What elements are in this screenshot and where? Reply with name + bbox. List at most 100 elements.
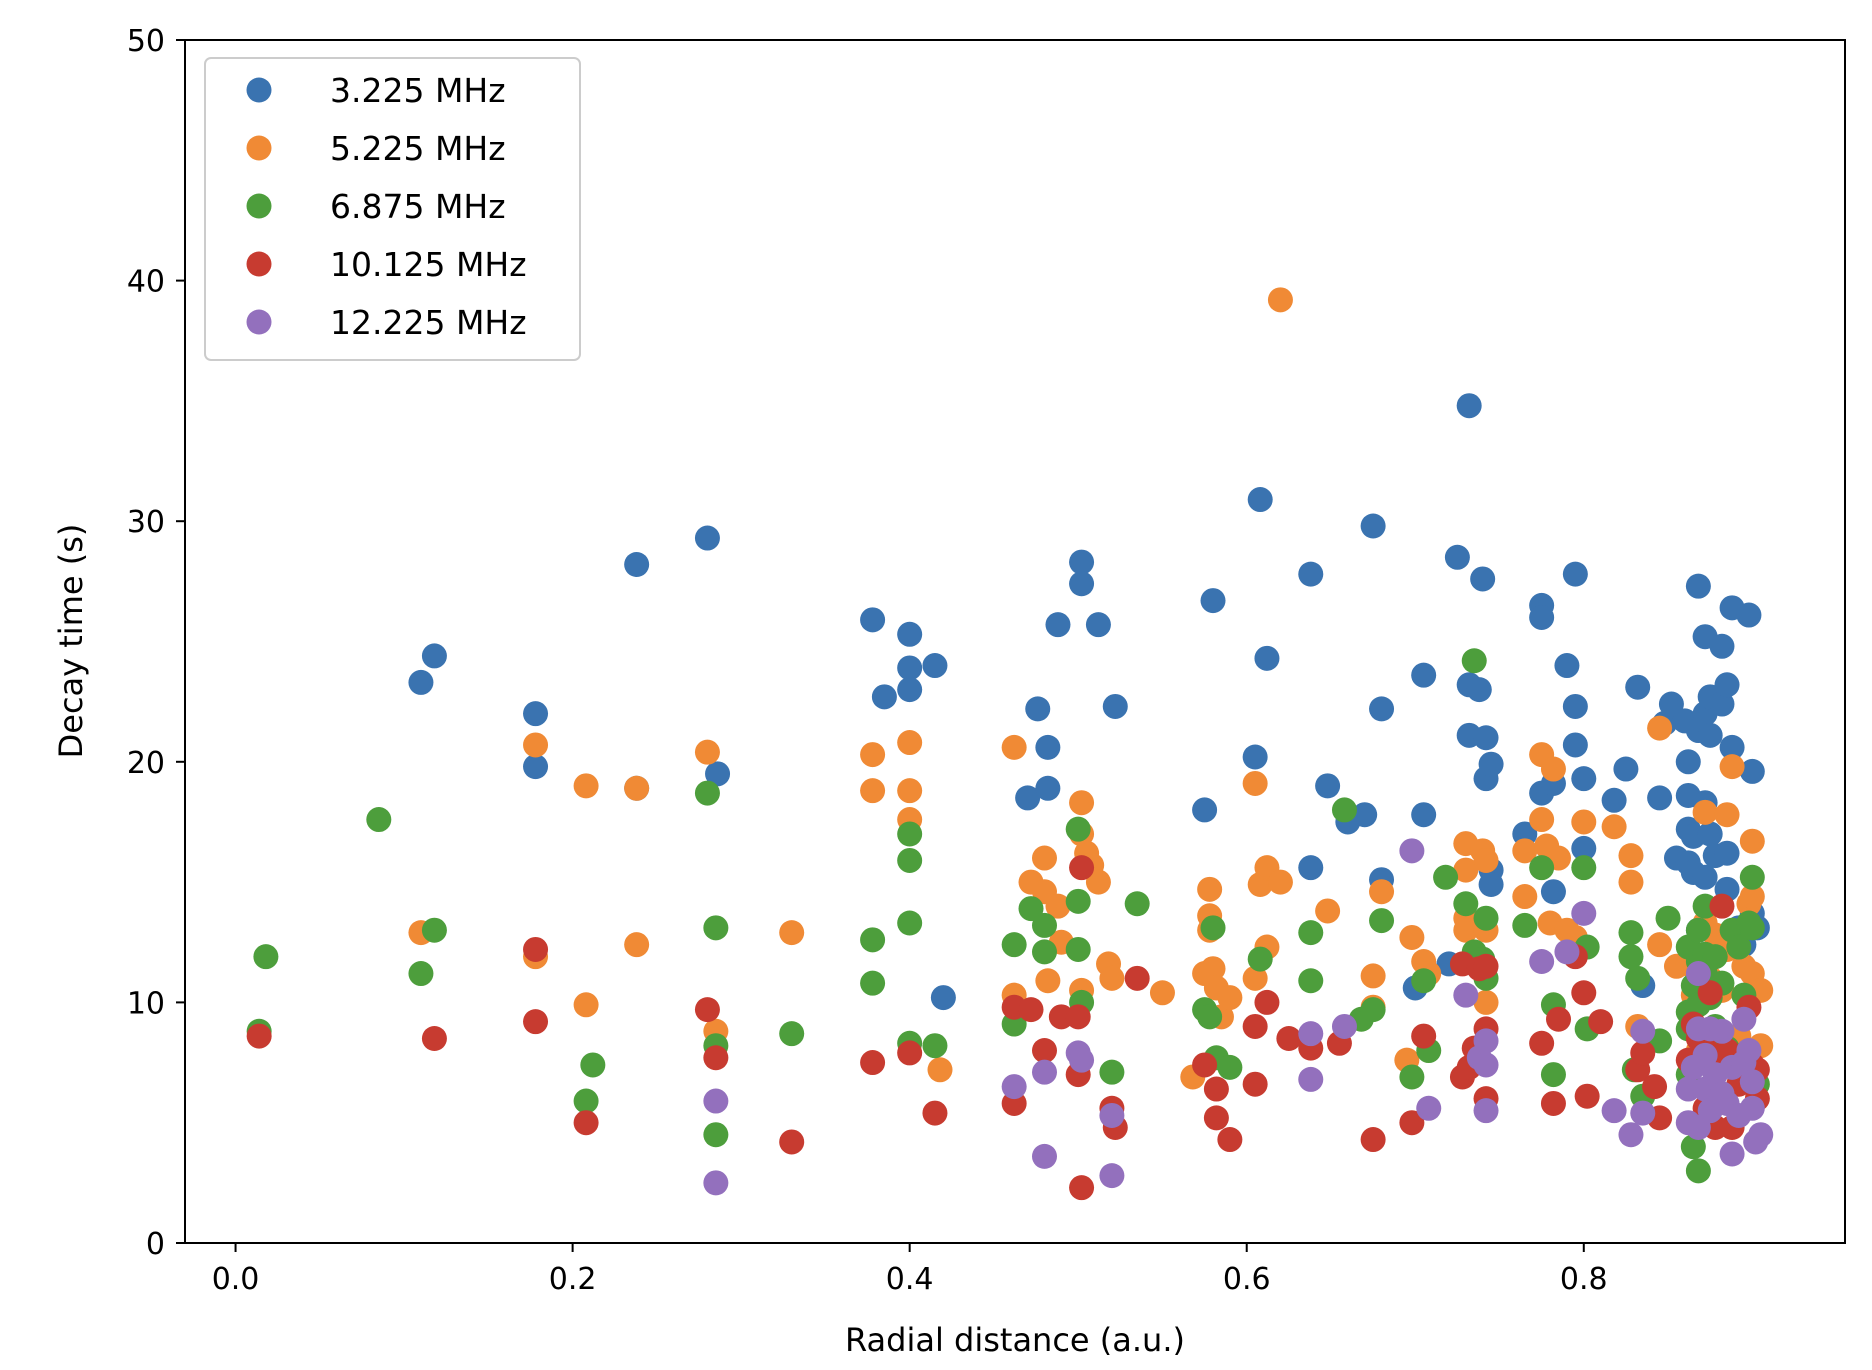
- data-point: [1267, 287, 1293, 313]
- data-point: [1470, 566, 1496, 592]
- data-point: [1709, 691, 1735, 717]
- data-point: [1416, 1095, 1442, 1121]
- data-point: [860, 1050, 886, 1076]
- legend-marker: [246, 309, 272, 335]
- data-point: [1102, 693, 1128, 719]
- data-point: [1031, 845, 1057, 871]
- data-point: [1529, 1030, 1555, 1056]
- data-point: [1540, 879, 1566, 905]
- y-axis-label: Decay time (s): [52, 524, 90, 759]
- data-point: [573, 1110, 599, 1136]
- data-point: [1411, 1023, 1437, 1049]
- data-point: [1680, 1134, 1706, 1160]
- data-point: [897, 847, 923, 873]
- legend-marker: [246, 193, 272, 219]
- data-point: [523, 754, 549, 780]
- data-point: [694, 739, 720, 765]
- data-point: [1099, 965, 1125, 991]
- data-point: [1473, 989, 1499, 1015]
- data-point: [1571, 809, 1597, 835]
- data-point: [779, 1021, 805, 1047]
- series-4: [703, 838, 1774, 1196]
- data-point: [1529, 948, 1555, 974]
- data-point: [1630, 1100, 1656, 1126]
- data-point: [1254, 645, 1280, 671]
- legend-box: [204, 57, 581, 361]
- data-point: [1099, 1163, 1125, 1189]
- data-point: [366, 807, 392, 833]
- data-point: [1200, 915, 1226, 941]
- data-point: [1647, 932, 1673, 958]
- data-point: [1731, 1006, 1757, 1032]
- data-point: [1658, 691, 1684, 717]
- data-point: [1433, 864, 1459, 890]
- data-point: [1025, 696, 1051, 722]
- data-point: [1571, 835, 1597, 861]
- data-point: [1647, 785, 1673, 811]
- data-point: [871, 684, 897, 710]
- data-point: [703, 1122, 729, 1148]
- legend-label: 12.225 MHz: [330, 303, 527, 342]
- data-point: [1739, 884, 1765, 910]
- data-point: [1571, 980, 1597, 1006]
- x-tick-label: 0.6: [1223, 1262, 1271, 1297]
- data-point: [1254, 989, 1280, 1015]
- x-tick-label: 0.8: [1560, 1262, 1608, 1297]
- data-point: [1453, 982, 1479, 1008]
- data-point: [1466, 677, 1492, 703]
- data-point: [1298, 561, 1324, 587]
- y-tick-label: 40: [127, 265, 165, 300]
- data-point: [1714, 672, 1740, 698]
- data-point: [1540, 1062, 1566, 1088]
- data-point: [930, 985, 956, 1011]
- data-point: [897, 677, 923, 703]
- legend-label: 3.225 MHz: [330, 71, 506, 110]
- legend: 3.225 MHz 5.225 MHz 6.875 MHz 10.125 MHz 12.…: [204, 57, 581, 361]
- data-point: [1369, 908, 1395, 934]
- data-point: [246, 1023, 272, 1049]
- data-point: [1719, 1141, 1745, 1167]
- data-point: [1453, 917, 1479, 943]
- data-point: [1035, 734, 1061, 760]
- data-point: [1369, 696, 1395, 722]
- data-point: [253, 944, 279, 970]
- y-tick-label: 0: [146, 1227, 165, 1262]
- data-point: [897, 655, 923, 681]
- data-point: [897, 778, 923, 804]
- data-point: [1697, 980, 1723, 1006]
- data-point: [1571, 900, 1597, 926]
- data-point: [1642, 1074, 1668, 1100]
- data-point: [1736, 1038, 1762, 1064]
- data-point: [523, 1009, 549, 1035]
- data-point: [1031, 1038, 1057, 1064]
- data-point: [1647, 715, 1673, 741]
- data-point: [1739, 1069, 1765, 1095]
- data-point: [1124, 965, 1150, 991]
- data-point: [1601, 814, 1627, 840]
- data-point: [860, 607, 886, 633]
- data-point: [1298, 1021, 1324, 1047]
- data-point: [1203, 1105, 1229, 1131]
- data-point: [1719, 734, 1745, 760]
- data-point: [1247, 946, 1273, 972]
- data-point: [1099, 1102, 1125, 1128]
- legend-label: 5.225 MHz: [330, 129, 506, 168]
- data-point: [1203, 1076, 1229, 1102]
- data-point: [1554, 939, 1580, 965]
- data-point: [1613, 756, 1639, 782]
- data-point: [897, 621, 923, 647]
- data-point: [860, 927, 886, 953]
- data-point: [1242, 965, 1268, 991]
- data-point: [1697, 821, 1723, 847]
- data-point: [1601, 1098, 1627, 1124]
- data-point: [1719, 754, 1745, 780]
- data-point: [408, 961, 434, 987]
- data-point: [694, 997, 720, 1023]
- data-point: [1512, 884, 1538, 910]
- data-point: [1031, 912, 1057, 938]
- x-tick-label: 0.2: [549, 1262, 597, 1297]
- data-point: [1685, 961, 1711, 987]
- data-point: [1529, 604, 1555, 630]
- data-point: [1444, 544, 1470, 570]
- data-point: [1069, 571, 1095, 597]
